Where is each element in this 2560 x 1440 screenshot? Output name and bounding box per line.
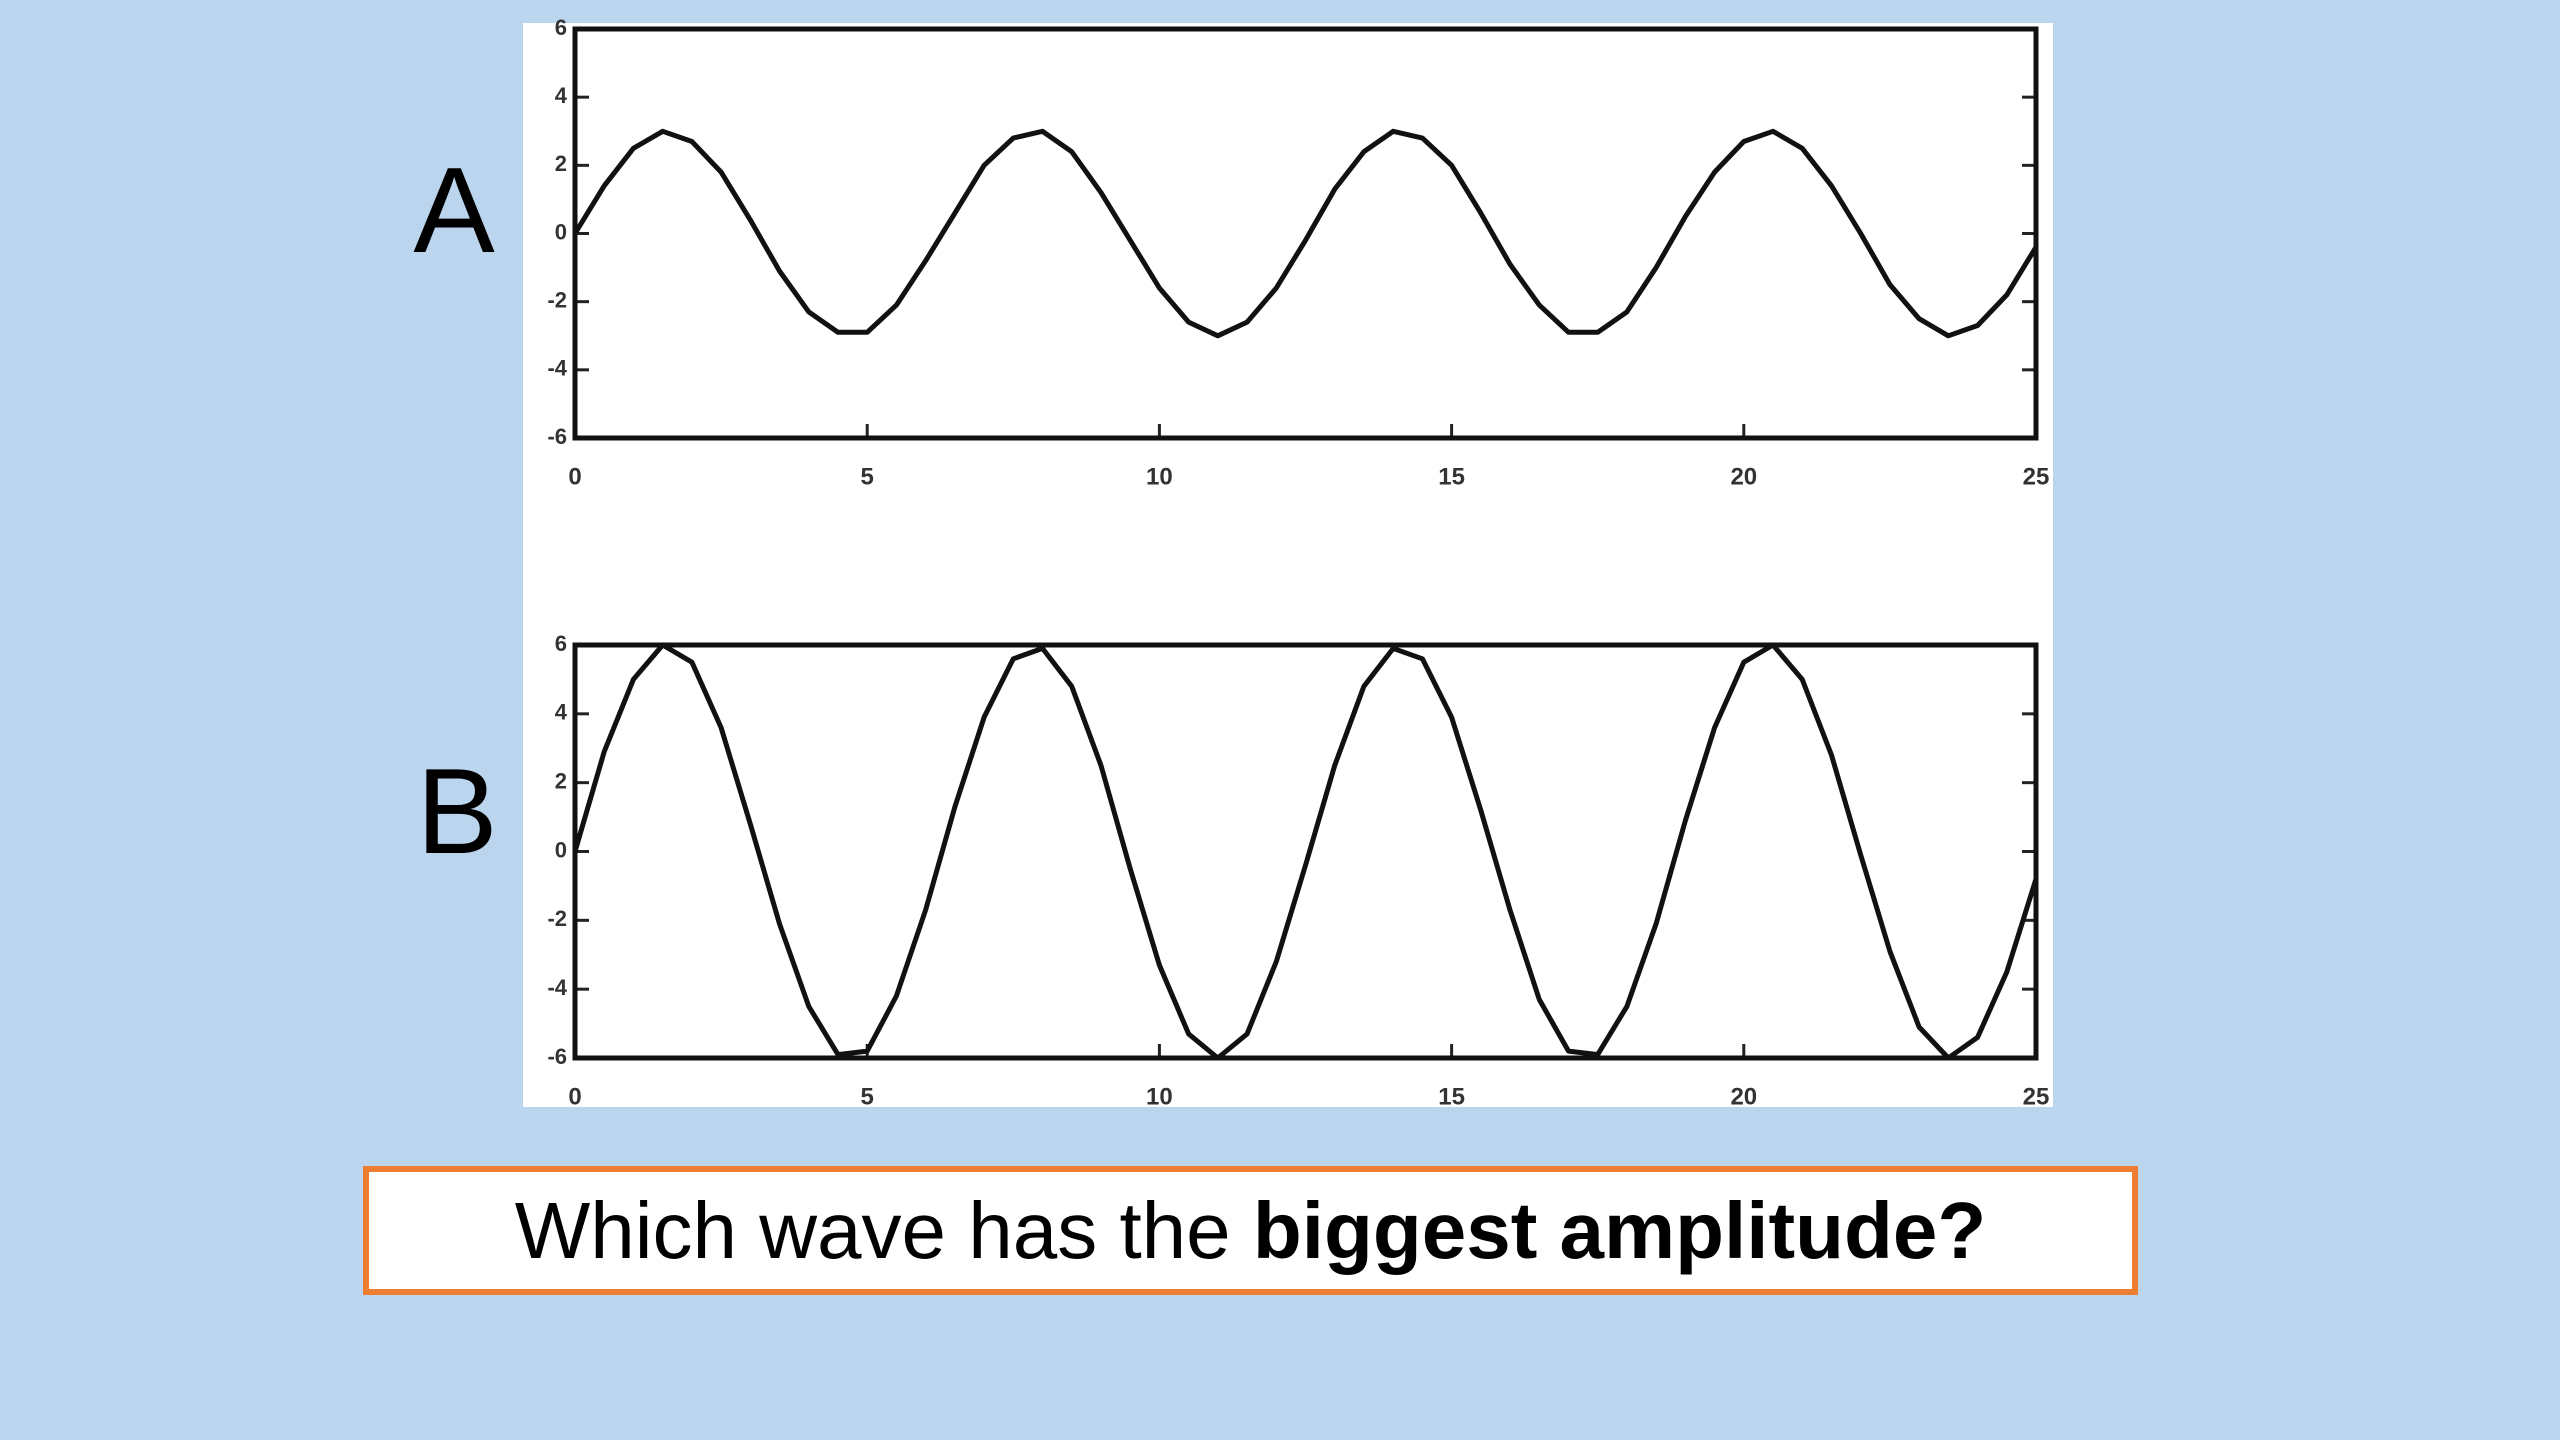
y-tick-label: 2: [555, 151, 567, 176]
y-tick-label: 0: [555, 219, 567, 244]
y-tick-label: -6: [547, 1044, 567, 1069]
x-tick-label: 20: [1730, 1083, 1757, 1110]
y-tick-label: -4: [547, 356, 567, 381]
x-tick-label: 5: [861, 463, 874, 490]
x-tick-label: 20: [1730, 463, 1757, 490]
x-tick-label: 0: [568, 1083, 581, 1110]
question-emphasis: biggest amplitude?: [1252, 1185, 1987, 1275]
wave-line: [572, 128, 2039, 339]
plot-frame: [572, 26, 2039, 441]
y-tick-label: -2: [547, 287, 567, 312]
wave-label: A: [413, 142, 495, 278]
x-tick-label: 0: [568, 463, 581, 490]
plot-frame: [572, 642, 2039, 1061]
x-tick-label: 15: [1438, 1083, 1465, 1110]
y-tick-label: 0: [555, 837, 567, 862]
wave-line: [572, 642, 2039, 1061]
x-tick-label: 15: [1438, 463, 1465, 490]
x-tick-label: 10: [1146, 463, 1173, 490]
y-tick-label: -6: [547, 424, 567, 449]
x-tick-label: 25: [2023, 463, 2050, 490]
x-tick-label: 5: [861, 1083, 874, 1110]
image-panel: [523, 23, 2053, 1107]
y-tick-label: 6: [555, 15, 567, 40]
charts: -6 -4 -2 0 2 4 6 0 5 10 15 20 25 A -6 -4 -2 0 2 4 6 0 5 10 15 20 2…: [413, 15, 2053, 1110]
y-tick-label: -2: [547, 906, 567, 931]
x-tick-label: 25: [2023, 1083, 2050, 1110]
y-tick-label: 6: [555, 631, 567, 656]
question-text: Which wave has the: [514, 1185, 1253, 1275]
y-tick-label: 4: [555, 83, 568, 108]
y-tick-label: -4: [547, 975, 567, 1000]
question-box: Which wave has the biggest amplitude?: [363, 1166, 2138, 1295]
y-tick-label: 2: [555, 768, 567, 793]
wave-label: B: [416, 743, 497, 879]
y-tick-label: 4: [555, 700, 568, 725]
x-tick-label: 10: [1146, 1083, 1173, 1110]
